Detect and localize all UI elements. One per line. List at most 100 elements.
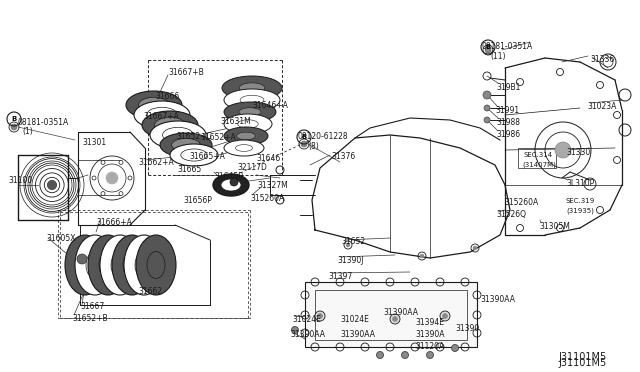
Text: 31397: 31397 [328, 272, 352, 281]
Ellipse shape [222, 76, 282, 100]
Circle shape [346, 243, 350, 247]
Text: 31986: 31986 [496, 130, 520, 139]
Text: SEC.314: SEC.314 [524, 152, 553, 158]
Text: 31390A: 31390A [415, 330, 445, 339]
Ellipse shape [124, 235, 164, 295]
Circle shape [485, 47, 491, 53]
Circle shape [401, 352, 408, 359]
Circle shape [442, 314, 447, 318]
Circle shape [128, 176, 132, 180]
Circle shape [484, 117, 490, 123]
Text: 319B1: 319B1 [496, 83, 520, 92]
Text: 31390AA: 31390AA [340, 330, 375, 339]
Circle shape [119, 192, 123, 196]
Text: 32117D: 32117D [237, 163, 267, 172]
Circle shape [77, 254, 87, 264]
Text: 31662: 31662 [138, 287, 162, 296]
Text: 31120A: 31120A [415, 342, 444, 351]
Ellipse shape [160, 133, 212, 157]
Circle shape [392, 317, 397, 321]
Ellipse shape [100, 235, 140, 295]
Circle shape [47, 180, 56, 189]
Ellipse shape [224, 89, 280, 111]
Ellipse shape [239, 83, 265, 93]
Circle shape [230, 178, 238, 186]
Circle shape [426, 352, 433, 359]
Ellipse shape [112, 235, 152, 295]
Circle shape [483, 91, 491, 99]
Text: 31394E: 31394E [415, 318, 444, 327]
Ellipse shape [170, 144, 218, 166]
Text: 31100: 31100 [8, 176, 32, 185]
Text: 31991: 31991 [495, 106, 519, 115]
Circle shape [101, 192, 105, 196]
Text: 31305M: 31305M [539, 222, 570, 231]
Text: 31652+C: 31652+C [176, 132, 212, 141]
Text: 31666: 31666 [155, 92, 179, 101]
Text: 31390AA: 31390AA [290, 330, 325, 339]
Text: 31023A: 31023A [587, 102, 616, 111]
Ellipse shape [126, 91, 182, 119]
Text: 3L310P: 3L310P [566, 179, 595, 188]
Text: 08120-61228: 08120-61228 [298, 132, 349, 141]
Circle shape [376, 352, 383, 359]
Text: 08181-0351A: 08181-0351A [481, 42, 532, 51]
Text: 31301: 31301 [82, 138, 106, 147]
Ellipse shape [224, 102, 276, 122]
Bar [315, 290, 467, 340]
Circle shape [451, 344, 458, 352]
Text: 31652+A: 31652+A [200, 133, 236, 142]
Circle shape [11, 124, 17, 130]
Circle shape [390, 314, 400, 324]
Ellipse shape [224, 127, 268, 145]
Text: 08181-0351A: 08181-0351A [18, 118, 69, 127]
Bar [518, 148, 556, 168]
Ellipse shape [224, 114, 272, 134]
Circle shape [473, 246, 477, 250]
Ellipse shape [224, 140, 264, 156]
Text: (31407M): (31407M) [522, 161, 556, 167]
Circle shape [101, 160, 105, 164]
Text: J31101M5: J31101M5 [558, 352, 606, 362]
Text: 31390J: 31390J [337, 256, 364, 265]
Text: 31667+B: 31667+B [168, 68, 204, 77]
Text: 31376: 31376 [331, 152, 355, 161]
Circle shape [106, 172, 118, 184]
Ellipse shape [134, 101, 190, 129]
Ellipse shape [142, 111, 198, 139]
Text: 315260A: 315260A [504, 198, 538, 207]
Text: 31526Q: 31526Q [496, 210, 526, 219]
Text: (1): (1) [22, 127, 33, 136]
Circle shape [291, 327, 298, 334]
Text: 31336: 31336 [590, 55, 614, 64]
Ellipse shape [139, 97, 170, 113]
Ellipse shape [75, 235, 115, 295]
Ellipse shape [150, 121, 206, 149]
Text: B: B [12, 116, 17, 122]
Text: SEC.319: SEC.319 [566, 198, 595, 204]
Text: B: B [301, 134, 307, 140]
Circle shape [555, 142, 571, 158]
Ellipse shape [221, 179, 241, 191]
Text: (31935): (31935) [566, 207, 594, 214]
Circle shape [119, 160, 123, 164]
Ellipse shape [213, 174, 249, 196]
Text: 31390AA: 31390AA [383, 308, 418, 317]
Text: (11): (11) [490, 52, 506, 61]
Text: J31101M5: J31101M5 [558, 358, 606, 368]
Circle shape [484, 105, 490, 111]
Text: 31390: 31390 [455, 324, 479, 333]
Text: 31330: 31330 [566, 148, 590, 157]
Text: 31024E: 31024E [292, 315, 321, 324]
Ellipse shape [88, 235, 128, 295]
Circle shape [315, 311, 325, 321]
Text: 31666+A: 31666+A [96, 218, 132, 227]
Text: 31988: 31988 [496, 118, 520, 127]
Circle shape [317, 314, 323, 318]
Ellipse shape [239, 108, 261, 116]
Text: 31645P: 31645P [214, 172, 243, 181]
Text: 315260A: 315260A [250, 194, 284, 203]
Text: 31024E: 31024E [340, 315, 369, 324]
Ellipse shape [172, 138, 200, 152]
Text: 31652+B: 31652+B [72, 314, 108, 323]
